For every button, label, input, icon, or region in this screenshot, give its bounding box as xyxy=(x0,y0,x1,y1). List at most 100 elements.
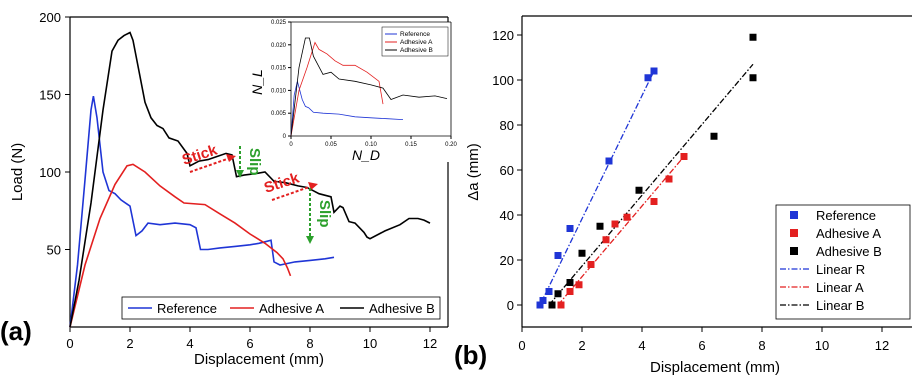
a-x-axis-label: Displacement (mm) xyxy=(194,351,324,368)
inset-y-tick-label: 0 xyxy=(283,134,287,140)
b-x-axis-label: Displacement (mm) xyxy=(650,359,780,376)
b-point-reference xyxy=(566,225,574,232)
a-legend: Reference Adhesive A Adhesive B xyxy=(121,296,441,320)
inset-x-tick-label: 0 xyxy=(289,142,293,148)
a-y-tick-label: 100 xyxy=(39,165,61,180)
a-legend-label-adhesive-a: Adhesive A xyxy=(259,301,324,316)
annotation-slip-2-arrowhead xyxy=(306,236,314,244)
annotation-slip-2: Slip xyxy=(316,200,333,228)
b-point-reference xyxy=(536,301,544,309)
b-point-adhesive-b xyxy=(548,301,556,309)
b-y-tick-label: 80 xyxy=(500,118,514,133)
b-legend-label-reference: Reference xyxy=(816,208,876,223)
b-panel-label: (b) xyxy=(454,340,487,370)
a-x-tick-label: 12 xyxy=(423,336,437,351)
a-y-tick-label: 50 xyxy=(47,243,61,258)
b-point-adhesive-a xyxy=(566,288,574,295)
b-point-reference xyxy=(605,157,613,165)
annotation-stick-2-arrow xyxy=(271,185,313,201)
b-x-tick-label: 2 xyxy=(578,338,585,353)
a-x-tick-label: 6 xyxy=(246,336,253,351)
b-legend-label-adhesive-b: Adhesive B xyxy=(816,244,882,259)
a-legend-label-reference: Reference xyxy=(157,301,217,316)
annotation-stick-1-arrow xyxy=(189,157,231,173)
b-point-adhesive-b xyxy=(566,279,574,286)
b-y-tick-label: 60 xyxy=(500,163,514,178)
b-point-adhesive-b xyxy=(749,74,757,82)
b-point-adhesive-a xyxy=(665,175,673,183)
a-series-adhesive-a xyxy=(69,163,292,328)
b-y-tick-label: 40 xyxy=(500,208,514,223)
annotation-stick-2: Stick xyxy=(262,169,302,196)
b-legend-label-adhesive-a: Adhesive A xyxy=(816,226,881,241)
b-point-adhesive-b xyxy=(578,249,586,257)
b-fit-linear-r xyxy=(539,70,655,306)
inset-legend-label-reference: Reference xyxy=(400,31,430,38)
b-x-tick-label: 4 xyxy=(638,338,645,353)
panel-a: 0 2 4 6 8 10 12 50 100 150 200 Displacement (mm) L… xyxy=(0,10,457,368)
b-point-reference xyxy=(650,67,658,75)
a-y-tick-label: 150 xyxy=(39,88,61,103)
b-point-adhesive-a xyxy=(602,236,610,244)
b-point-adhesive-a xyxy=(611,220,619,228)
inset-legend: Reference Adhesive A Adhesive B xyxy=(381,26,449,57)
b-point-reference xyxy=(644,74,652,82)
b-point-adhesive-a xyxy=(623,213,631,221)
b-y-tick-label: 120 xyxy=(492,28,514,43)
b-legend-swatch-adhesive-a xyxy=(790,229,798,237)
inset-series-reference xyxy=(290,81,404,137)
b-point-reference xyxy=(545,288,553,295)
inset-x-tick-label: 0.10 xyxy=(365,142,377,148)
inset-y-tick-label: 0.010 xyxy=(271,88,287,94)
b-x-tick-label: 6 xyxy=(698,338,705,353)
b-point-adhesive-a xyxy=(575,281,583,289)
b-fit-linear-b xyxy=(548,63,754,306)
inset-y-axis-label: N_L xyxy=(249,69,265,95)
inset-series-adhesive-b xyxy=(290,37,448,137)
b-point-adhesive-b xyxy=(596,222,604,230)
annotation-slip-1-arrowhead xyxy=(236,170,244,178)
inset-y-tick-label: 0.005 xyxy=(271,111,287,117)
inset-y-tick-label: 0.025 xyxy=(271,20,287,26)
inset-y-tick-label: 0.020 xyxy=(271,43,287,49)
annotation-stick-1-arrowhead xyxy=(226,154,236,162)
a-series-reference xyxy=(69,95,335,328)
b-x-tick-label: 12 xyxy=(875,338,889,353)
b-y-tick-label: 0 xyxy=(507,298,514,313)
b-x-tick-label: 0 xyxy=(518,338,525,353)
a-legend-label-adhesive-b: Adhesive B xyxy=(369,301,435,316)
inset-x-tick-label: 0.05 xyxy=(325,142,337,148)
a-y-tick-label: 200 xyxy=(39,10,61,25)
inset-x-tick-label: 0.20 xyxy=(445,142,457,148)
b-x-tick-label: 8 xyxy=(758,338,765,353)
a-x-tick-label: 0 xyxy=(66,336,73,351)
b-point-adhesive-b xyxy=(710,132,718,140)
b-point-adhesive-a xyxy=(557,301,565,309)
b-fit-linear-a xyxy=(557,156,685,306)
a-panel-label: (a) xyxy=(0,316,32,346)
inset-x-axis-label: N_D xyxy=(352,147,380,163)
a-x-tick-label: 8 xyxy=(306,336,313,351)
b-legend-swatch-reference xyxy=(790,211,798,219)
annotation-stick-1: Stick xyxy=(180,141,220,168)
a-x-tick-label: 2 xyxy=(126,336,133,351)
a-inset: 0 0.05 0.10 0.15 0.20 0 0.005 0.010 0.015 0.020 0.… xyxy=(249,20,457,163)
a-x-tick-label: 4 xyxy=(186,336,193,351)
b-legend: Reference Adhesive A Adhesive B Linear R… xyxy=(775,204,911,320)
b-y-axis-label: Δa (mm) xyxy=(465,143,482,201)
inset-y-tick-label: 0.015 xyxy=(271,66,287,72)
b-point-adhesive-b xyxy=(554,290,562,298)
b-point-adhesive-b xyxy=(749,33,757,41)
inset-x-tick-label: 0.15 xyxy=(405,142,417,148)
a-y-axis-label: Load (N) xyxy=(9,143,26,201)
b-point-reference xyxy=(539,297,547,304)
b-point-reference xyxy=(554,252,562,259)
b-legend-label-linear-r: Linear R xyxy=(816,262,865,277)
b-legend-label-linear-b: Linear B xyxy=(816,298,864,313)
b-y-tick-label: 100 xyxy=(492,73,514,88)
b-y-tick-label: 20 xyxy=(500,253,514,268)
b-point-adhesive-a xyxy=(587,261,595,268)
b-point-adhesive-a xyxy=(680,153,688,160)
